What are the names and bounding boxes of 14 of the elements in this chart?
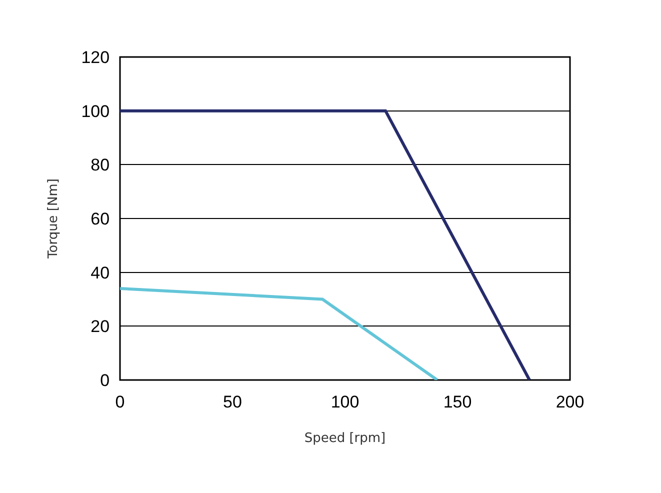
- y-tick-label: 80: [90, 156, 110, 175]
- x-tick-label: 100: [330, 392, 360, 412]
- x-tick-label: 200: [556, 392, 584, 412]
- y-tick-label: 0: [100, 370, 110, 390]
- y-tick-label: 120: [81, 48, 110, 67]
- x-tick-label: 0: [115, 392, 125, 412]
- x-axis-title: Speed [rpm]: [304, 431, 386, 446]
- y-tick-label: 100: [81, 102, 110, 121]
- y-tick-label: 20: [90, 317, 110, 336]
- y-tick-label: 60: [90, 209, 110, 228]
- x-tick-label: 150: [443, 392, 472, 412]
- y-tick-label: 40: [90, 263, 110, 282]
- x-tick-label: 50: [223, 392, 242, 412]
- y-axis-title: Torque [Nm]: [46, 178, 62, 260]
